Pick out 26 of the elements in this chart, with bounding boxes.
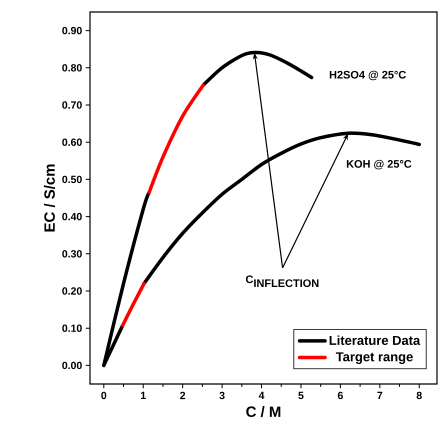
y-tick-label: 0.50	[62, 176, 82, 184]
legend-label: Target range	[336, 352, 413, 364]
annotation: KOH @ 25°C	[346, 160, 412, 170]
legend-label: Literature Data	[330, 335, 420, 345]
x-tick-label: 6	[338, 392, 343, 400]
y-tick-label: 0.30	[62, 250, 82, 258]
y-tick-label: 0.60	[62, 138, 82, 146]
y-tick-label: 0.90	[62, 26, 82, 34]
y-tick-label: 0.80	[62, 64, 82, 72]
x-tick-label: 4	[258, 392, 264, 399]
x-tick-label: 0	[101, 392, 106, 400]
x-tick-label: 3	[219, 392, 225, 400]
x-tick-label: 2	[180, 392, 186, 400]
y-tick-label: 0.10	[62, 324, 82, 332]
x-tick-label: 7	[377, 392, 382, 399]
annotation: $\textbf{C}_{\textbf{INFLECTION}}$	[246, 275, 318, 288]
y-axis-title: EC / S/cm	[44, 164, 56, 232]
y-tick-label: 0.20	[62, 287, 82, 295]
annotation: H2SO4 @ 25°C	[330, 70, 406, 80]
x-tick-label: 8	[416, 392, 422, 400]
x-tick-label: 1	[140, 392, 146, 399]
x-axis-title: C / M	[246, 406, 280, 418]
y-tick-label: 0.40	[62, 212, 82, 220]
y-tick-label: 0.70	[62, 101, 82, 109]
x-tick-label: 5	[298, 392, 304, 400]
y-tick-label: 0.00	[62, 362, 82, 370]
